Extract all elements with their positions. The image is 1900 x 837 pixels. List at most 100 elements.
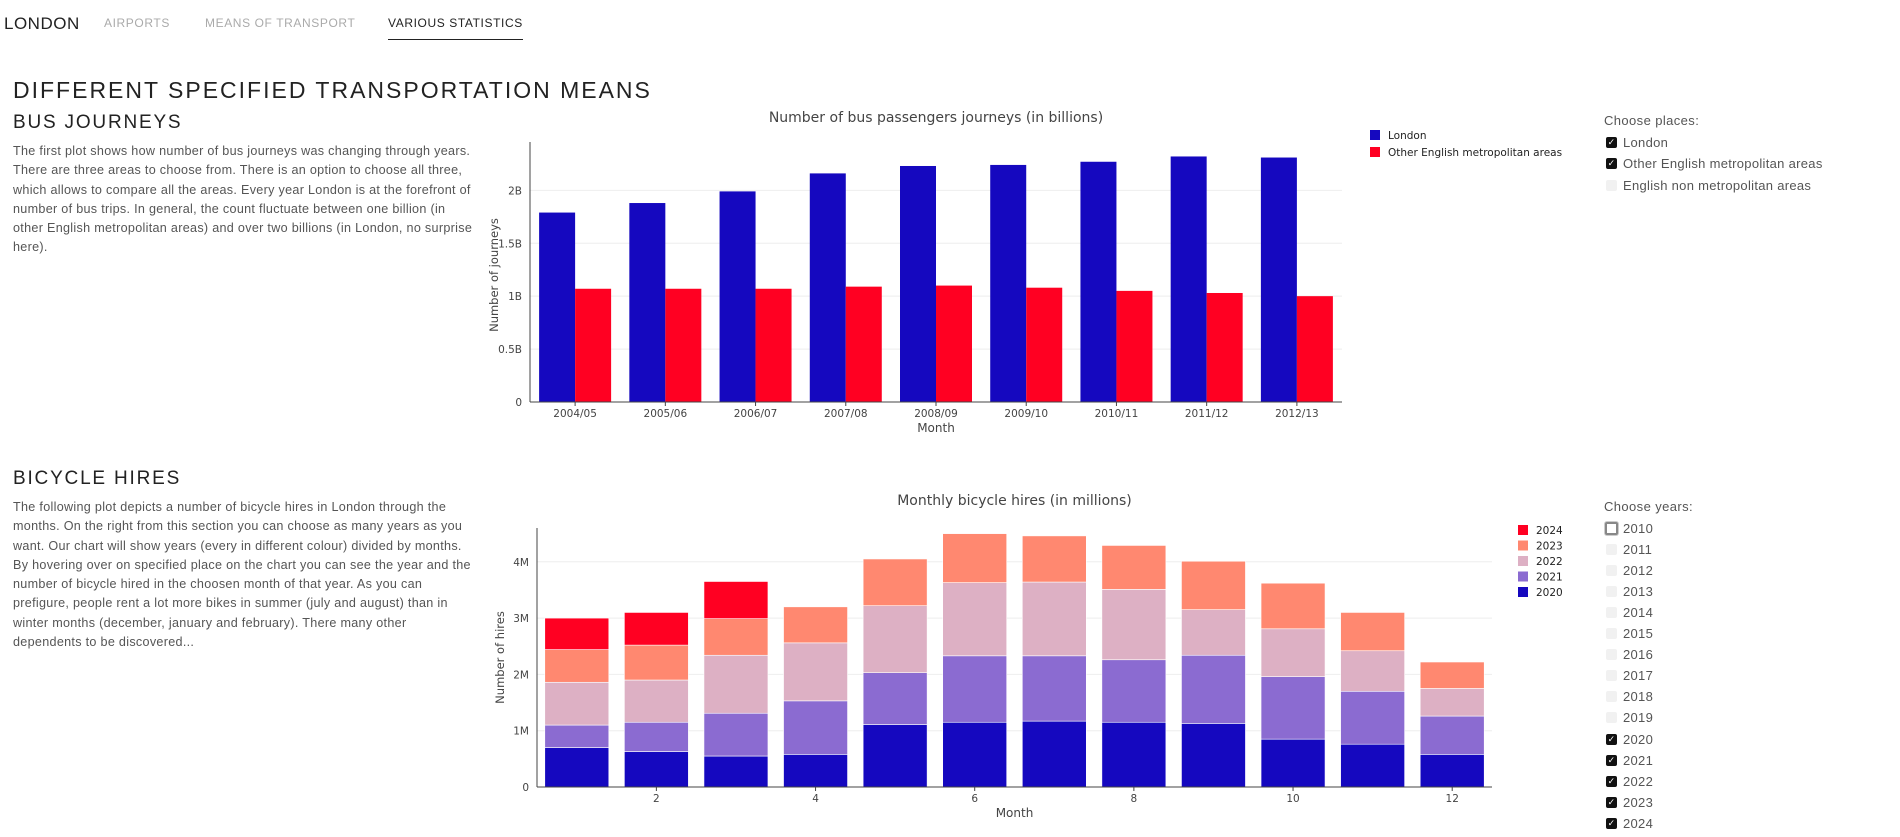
bar-2023-month-8[interactable]	[1101, 545, 1167, 590]
bar-london-2007/08[interactable]	[809, 173, 846, 402]
bar-2021-month-4[interactable]	[783, 700, 848, 755]
bar-2021-month-2[interactable]	[624, 721, 689, 752]
bar-2020-month-10[interactable]	[1260, 738, 1326, 788]
bar-2023-month-4[interactable]	[783, 606, 848, 644]
checkbox-checked-icon[interactable]: ✓	[1606, 733, 1617, 745]
bar-2023-month-1[interactable]	[544, 649, 610, 683]
bar-other-metro-2004/05[interactable]	[575, 288, 612, 402]
bar-london-2008/09[interactable]	[900, 165, 936, 402]
bar-other-metro-2008/09[interactable]	[936, 285, 972, 402]
checkbox-unchecked-icon[interactable]	[1606, 712, 1617, 724]
bar-2020-month-2[interactable]	[624, 751, 689, 788]
bar-2020-month-7[interactable]	[1021, 720, 1087, 788]
year-option-2018[interactable]: 2018	[1606, 688, 1653, 706]
year-option-2015[interactable]: 2015	[1606, 625, 1653, 643]
checkbox-unchecked-icon[interactable]	[1606, 649, 1617, 661]
bar-2023-month-6[interactable]	[942, 533, 1008, 583]
bar-2023-month-7[interactable]	[1021, 535, 1087, 583]
bar-2022-month-2[interactable]	[624, 679, 689, 723]
legend-swatch[interactable]	[1518, 525, 1528, 535]
checkbox-checked-icon[interactable]: ✓	[1606, 796, 1617, 808]
bar-2024-month-1[interactable]	[544, 617, 610, 650]
year-option-2023[interactable]: ✓ 2023	[1606, 793, 1653, 811]
bar-london-2005/06[interactable]	[629, 203, 666, 402]
year-option-2013[interactable]: 2013	[1606, 582, 1653, 600]
checkbox-unchecked-icon[interactable]	[1606, 543, 1617, 555]
checkbox-unchecked-icon[interactable]	[1606, 585, 1617, 597]
bar-2024-month-2[interactable]	[624, 612, 689, 646]
bar-2022-month-6[interactable]	[942, 582, 1008, 657]
bar-2021-month-3[interactable]	[703, 712, 769, 757]
bar-2020-month-1[interactable]	[544, 747, 610, 788]
bar-2020-month-5[interactable]	[862, 724, 928, 788]
bar-2022-month-7[interactable]	[1021, 581, 1087, 657]
nav-link-means-of-transport[interactable]: MEANS OF TRANSPORT	[205, 16, 356, 30]
bar-london-2006/07[interactable]	[719, 191, 756, 402]
bar-2020-month-12[interactable]	[1419, 754, 1485, 788]
bar-london-2011/12[interactable]	[1170, 156, 1207, 402]
place-option-english-non-metropolitan-areas[interactable]: English non metropolitan areas	[1606, 176, 1811, 194]
year-option-2014[interactable]: 2014	[1606, 603, 1653, 621]
bar-2021-month-6[interactable]	[942, 655, 1008, 723]
bar-2024-month-3[interactable]	[703, 581, 769, 619]
legend-swatch[interactable]	[1518, 540, 1528, 551]
bar-2020-month-4[interactable]	[783, 754, 848, 788]
bar-2022-month-9[interactable]	[1181, 609, 1246, 656]
checkbox-unchecked-icon[interactable]	[1606, 691, 1617, 703]
bar-2023-month-2[interactable]	[624, 644, 689, 681]
year-option-2020[interactable]: ✓ 2020	[1606, 730, 1653, 748]
bar-2021-month-9[interactable]	[1181, 654, 1246, 724]
year-option-2021[interactable]: ✓ 2021	[1606, 751, 1653, 769]
nav-link-airports[interactable]: AIRPORTS	[104, 16, 170, 30]
year-option-2016[interactable]: 2016	[1606, 646, 1653, 664]
bar-2022-month-5[interactable]	[862, 605, 928, 674]
checkbox-unchecked-icon[interactable]	[1606, 564, 1617, 576]
place-option-london[interactable]: ✓ London	[1606, 133, 1668, 151]
bar-other-metro-2012/13[interactable]	[1296, 296, 1333, 402]
bar-2022-month-10[interactable]	[1260, 628, 1326, 677]
year-option-2019[interactable]: 2019	[1606, 709, 1653, 727]
bar-2022-month-8[interactable]	[1101, 589, 1167, 661]
bar-2021-month-10[interactable]	[1260, 676, 1326, 740]
bar-other-metro-2007/08[interactable]	[845, 286, 882, 402]
bar-other-metro-2005/06[interactable]	[665, 288, 702, 402]
bicycle-hires-chart[interactable]: Monthly bicycle hires (in millions)01M2M…	[480, 488, 1585, 837]
bar-2023-month-11[interactable]	[1340, 612, 1405, 652]
bar-2023-month-10[interactable]	[1260, 582, 1326, 630]
bar-london-2010/11[interactable]	[1080, 161, 1117, 402]
bar-other-metro-2006/07[interactable]	[755, 288, 792, 402]
year-option-2011[interactable]: 2011	[1606, 540, 1652, 558]
bar-2023-month-12[interactable]	[1419, 661, 1485, 689]
bar-2023-month-5[interactable]	[862, 558, 928, 607]
year-option-2010[interactable]: 2010	[1605, 519, 1653, 537]
bar-2021-month-8[interactable]	[1101, 659, 1167, 723]
bar-london-2004/05[interactable]	[539, 212, 576, 402]
checkbox-unchecked-icon[interactable]	[1606, 628, 1617, 639]
bar-2020-month-3[interactable]	[703, 755, 769, 788]
legend-swatch[interactable]	[1370, 130, 1380, 140]
bar-other-metro-2009/10[interactable]	[1026, 287, 1063, 402]
bar-2020-month-8[interactable]	[1101, 721, 1167, 788]
checkbox-checked-icon[interactable]: ✓	[1606, 817, 1617, 829]
legend-swatch[interactable]	[1518, 556, 1528, 566]
legend-swatch[interactable]	[1370, 147, 1380, 157]
checkbox-checked-icon[interactable]: ✓	[1606, 775, 1617, 787]
bar-other-metro-2010/11[interactable]	[1116, 290, 1153, 402]
year-option-2017[interactable]: 2017	[1606, 667, 1653, 685]
legend-swatch[interactable]	[1518, 587, 1528, 597]
nav-link-various-statistics[interactable]: VARIOUS STATISTICS	[388, 16, 523, 40]
legend-swatch[interactable]	[1518, 571, 1528, 582]
bar-2023-month-9[interactable]	[1181, 560, 1246, 610]
checkbox-checked-icon[interactable]: ✓	[1606, 158, 1617, 169]
year-option-2022[interactable]: ✓ 2022	[1606, 772, 1653, 790]
brand-logo-text[interactable]: LONDON	[4, 14, 80, 33]
bar-2021-month-1[interactable]	[544, 724, 610, 748]
year-option-2012[interactable]: 2012	[1606, 561, 1653, 579]
bar-2022-month-1[interactable]	[544, 681, 610, 726]
bar-2022-month-4[interactable]	[783, 642, 848, 702]
bar-other-metro-2011/12[interactable]	[1206, 292, 1243, 402]
checkbox-unchecked-icon[interactable]	[1606, 179, 1617, 191]
checkbox-unchecked-icon[interactable]	[1606, 670, 1617, 682]
bar-london-2009/10[interactable]	[990, 164, 1027, 402]
bar-2020-month-6[interactable]	[942, 721, 1008, 788]
